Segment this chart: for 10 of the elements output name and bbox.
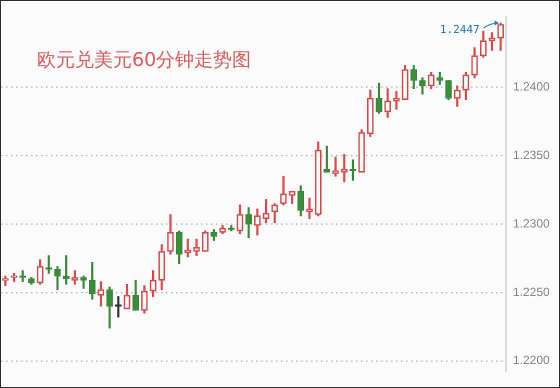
candlestick [184,238,192,258]
y-tick-label: 1.2400 [513,80,550,94]
candlestick [62,255,70,285]
y-tick-label: 1.2200 [513,353,550,368]
annotation: 1.2447 [440,22,480,36]
y-tick-label: 1.2300 [513,216,550,230]
candlestick [45,255,52,274]
y-tick-label: 1.2250 [513,284,550,299]
text: 欧元兑美元60分钟走势图 [37,49,252,72]
y-tick-label: 1.2350 [513,148,550,162]
